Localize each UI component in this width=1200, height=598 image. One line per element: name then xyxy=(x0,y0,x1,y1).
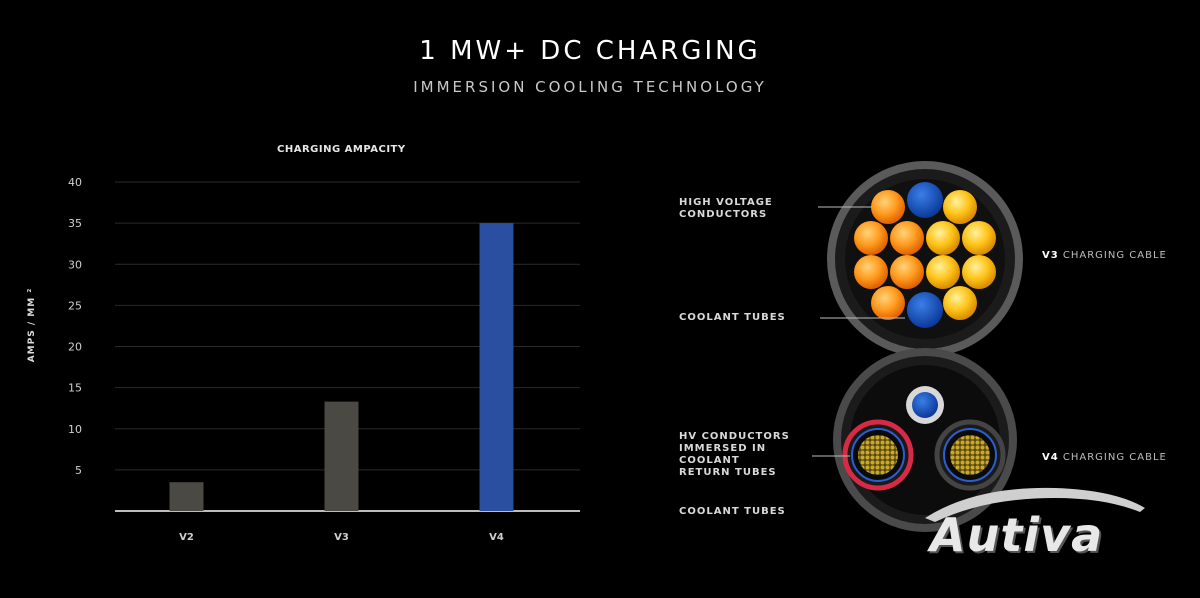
v3-cable-label: V3 CHARGING CABLE xyxy=(1042,250,1167,261)
coolant-tube-icon xyxy=(907,182,943,218)
y-tick-label: 25 xyxy=(68,299,82,312)
y-tick-label: 40 xyxy=(68,176,82,189)
callout-hv-conductors: HIGH VOLTAGE CONDUCTORS xyxy=(679,197,773,220)
coolant-tube-icon xyxy=(907,292,943,328)
y-tick-label: 5 xyxy=(75,464,82,477)
y-tick-label: 10 xyxy=(68,423,82,436)
y-tick-label: 30 xyxy=(68,258,82,271)
chart-title: CHARGING AMPACITY xyxy=(277,144,406,155)
coolant-tube-icon xyxy=(912,392,938,418)
ampacity-bar-chart: 5 10 15 20 25 30 35 40 V2 V3 V4 xyxy=(68,176,580,543)
y-tick-label: 35 xyxy=(68,217,82,230)
callout-hv-immersed: HV CONDUCTORS IMMERSED IN COOLANT RETURN… xyxy=(679,431,790,478)
page-title: 1 MW+ DC CHARGING xyxy=(419,36,761,66)
watermark-text: Autiva xyxy=(930,508,1104,562)
bar-v3 xyxy=(324,401,359,511)
y-tick-label: 20 xyxy=(68,341,82,354)
bar-v2 xyxy=(169,482,204,511)
v4-cable-name: V4 xyxy=(1042,452,1059,463)
bar-v4 xyxy=(479,223,514,511)
y-tick-label: 15 xyxy=(68,382,82,395)
v4-cable-cross-section xyxy=(833,348,1017,532)
v3-cable-suffix: CHARGING CABLE xyxy=(1062,250,1167,261)
v3-cable-name: V3 xyxy=(1042,250,1059,261)
cable-diagram xyxy=(812,161,1023,532)
x-tick-label: V2 xyxy=(179,532,194,543)
autiva-logo xyxy=(925,487,1145,522)
callout-coolant-tubes-bottom: COOLANT TUBES xyxy=(679,506,786,517)
page-subtitle: IMMERSION COOLING TECHNOLOGY xyxy=(413,78,767,96)
callout-coolant-tubes-top: COOLANT TUBES xyxy=(679,312,786,323)
v4-cable-suffix: CHARGING CABLE xyxy=(1062,452,1167,463)
x-tick-label: V3 xyxy=(334,532,349,543)
v3-cable-cross-section xyxy=(827,161,1023,357)
v4-cable-label: V4 CHARGING CABLE xyxy=(1042,452,1167,463)
x-tick-label: V4 xyxy=(489,532,504,543)
